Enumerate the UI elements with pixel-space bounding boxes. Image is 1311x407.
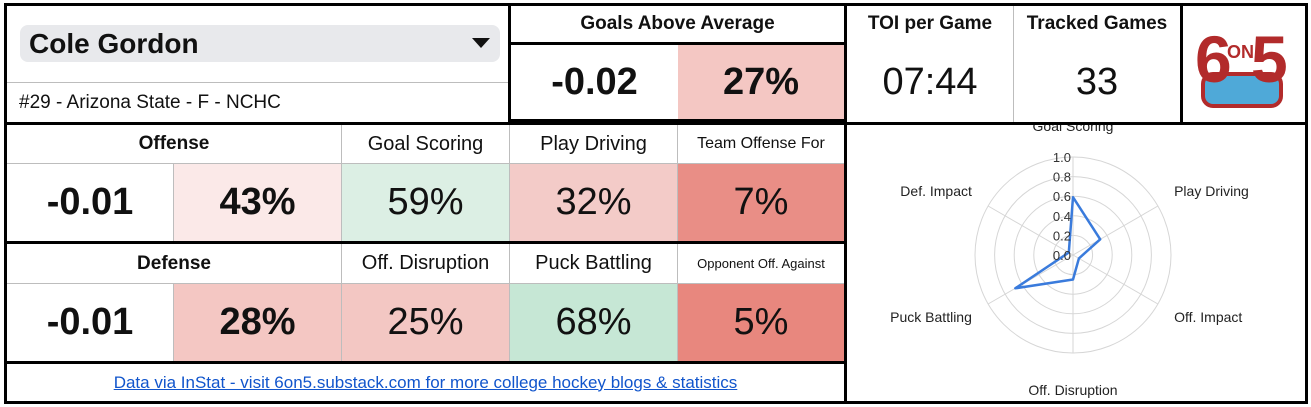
defense-label: Defense	[137, 252, 211, 274]
gaa-label: Goals Above Average	[580, 13, 775, 34]
puck-battling-label: Puck Battling	[535, 252, 652, 274]
frame-left	[4, 3, 7, 404]
radar-chart: 0.0 0.2 0.4 0.6 0.8 1.0 Goal Scoring Play Drivi…	[847, 118, 1305, 401]
logo-on: ON	[1227, 42, 1254, 62]
player-dropdown[interactable]: Cole Gordon	[20, 25, 500, 62]
play-driving-value: 32%	[510, 164, 677, 241]
team-offense-for-label: Team Offense For	[697, 135, 825, 152]
defense-header-divider	[7, 283, 844, 284]
opponent-off-against-value: 5%	[678, 284, 844, 361]
logo-six: 6	[1195, 22, 1232, 96]
radar-series-line	[1014, 195, 1102, 290]
six-on-five-logo: 6 ON 5	[1189, 14, 1295, 114]
offense-vdiv-2	[509, 125, 510, 241]
logo-five: 5	[1251, 22, 1288, 96]
off-disruption-value: 25%	[342, 284, 509, 361]
gaa-value: -0.02	[551, 60, 638, 103]
frame-top	[4, 3, 1308, 6]
vdiv-main	[844, 3, 847, 404]
data-source-link[interactable]: Data via InStat - visit 6on5.substack.co…	[113, 372, 738, 392]
vdiv-player	[508, 3, 511, 125]
gaa-bottom	[508, 119, 847, 122]
radar-category-label: Off. Disruption	[1028, 382, 1117, 398]
radar-tick-label: 0.6	[1053, 189, 1071, 204]
defense-value: -0.01	[46, 301, 134, 343]
radar-category-label: Goal Scoring	[1033, 125, 1114, 134]
frame-right	[1305, 3, 1308, 404]
radar-svg: 0.0 0.2 0.4 0.6 0.8 1.0 Goal Scoring Play Drivi…	[890, 118, 1249, 398]
radar-category-label: Def. Impact	[900, 183, 972, 199]
toi-label: TOI per Game	[867, 13, 993, 34]
defense-vdiv-3	[677, 244, 678, 361]
radar-tick-label: 0.2	[1053, 228, 1071, 243]
games-label: Tracked Games	[1026, 13, 1168, 34]
radar-category-label: Off. Impact	[1174, 309, 1242, 325]
radar-spoke	[1072, 205, 1159, 256]
row-divider-top	[4, 122, 1308, 125]
defense-pct: 28%	[174, 284, 341, 361]
offense-vdiv-1	[341, 125, 342, 241]
goal-scoring-label: Goal Scoring	[367, 132, 484, 155]
games-value: 33	[1075, 60, 1119, 103]
defense-vdiv-2	[509, 244, 510, 361]
radar-spoke	[1072, 254, 1159, 305]
offense-split	[173, 163, 174, 241]
offense-value: -0.01	[46, 181, 134, 223]
radar-tick-label: 0.8	[1053, 170, 1071, 185]
chevron-down-icon[interactable]	[472, 38, 490, 48]
radar-tick-label: 0.0	[1053, 248, 1071, 263]
team-offense-for-value: 7%	[678, 164, 844, 241]
radar-tick-label: 0.4	[1053, 209, 1071, 224]
radar-category-label: Play Driving	[1174, 183, 1249, 199]
puck-battling-value: 68%	[510, 284, 677, 361]
offense-pct: 43%	[174, 164, 341, 241]
footer: Data via InStat - visit 6on5.substack.co…	[7, 364, 844, 401]
player-divider	[7, 82, 508, 83]
offense-header-divider	[7, 163, 844, 164]
player-info: #29 - Arizona State - F - NCHC	[19, 92, 281, 113]
offense-vdiv-3	[677, 125, 678, 241]
radar-tick-label: 1.0	[1053, 150, 1071, 165]
radar-category-label: Puck Battling	[890, 309, 972, 325]
goal-scoring-value: 59%	[342, 164, 509, 241]
gaa-divider	[508, 42, 847, 45]
toi-divider	[1013, 6, 1014, 122]
opponent-off-against-label: Opponent Off. Against	[697, 256, 825, 271]
vdiv-logo	[1180, 3, 1183, 125]
defense-split	[173, 283, 174, 361]
radar-spoke	[987, 205, 1074, 256]
play-driving-label: Play Driving	[540, 132, 647, 155]
player-name: Cole Gordon	[29, 28, 199, 59]
defense-vdiv-1	[341, 244, 342, 361]
gaa-pct: 27%	[678, 45, 844, 119]
off-disruption-label: Off. Disruption	[361, 252, 490, 274]
offense-label: Offense	[138, 133, 210, 154]
frame-bottom	[4, 401, 1308, 404]
toi-value: 07:44	[882, 60, 978, 103]
row-divider-footer	[4, 361, 847, 364]
row-divider-mid	[4, 241, 847, 244]
